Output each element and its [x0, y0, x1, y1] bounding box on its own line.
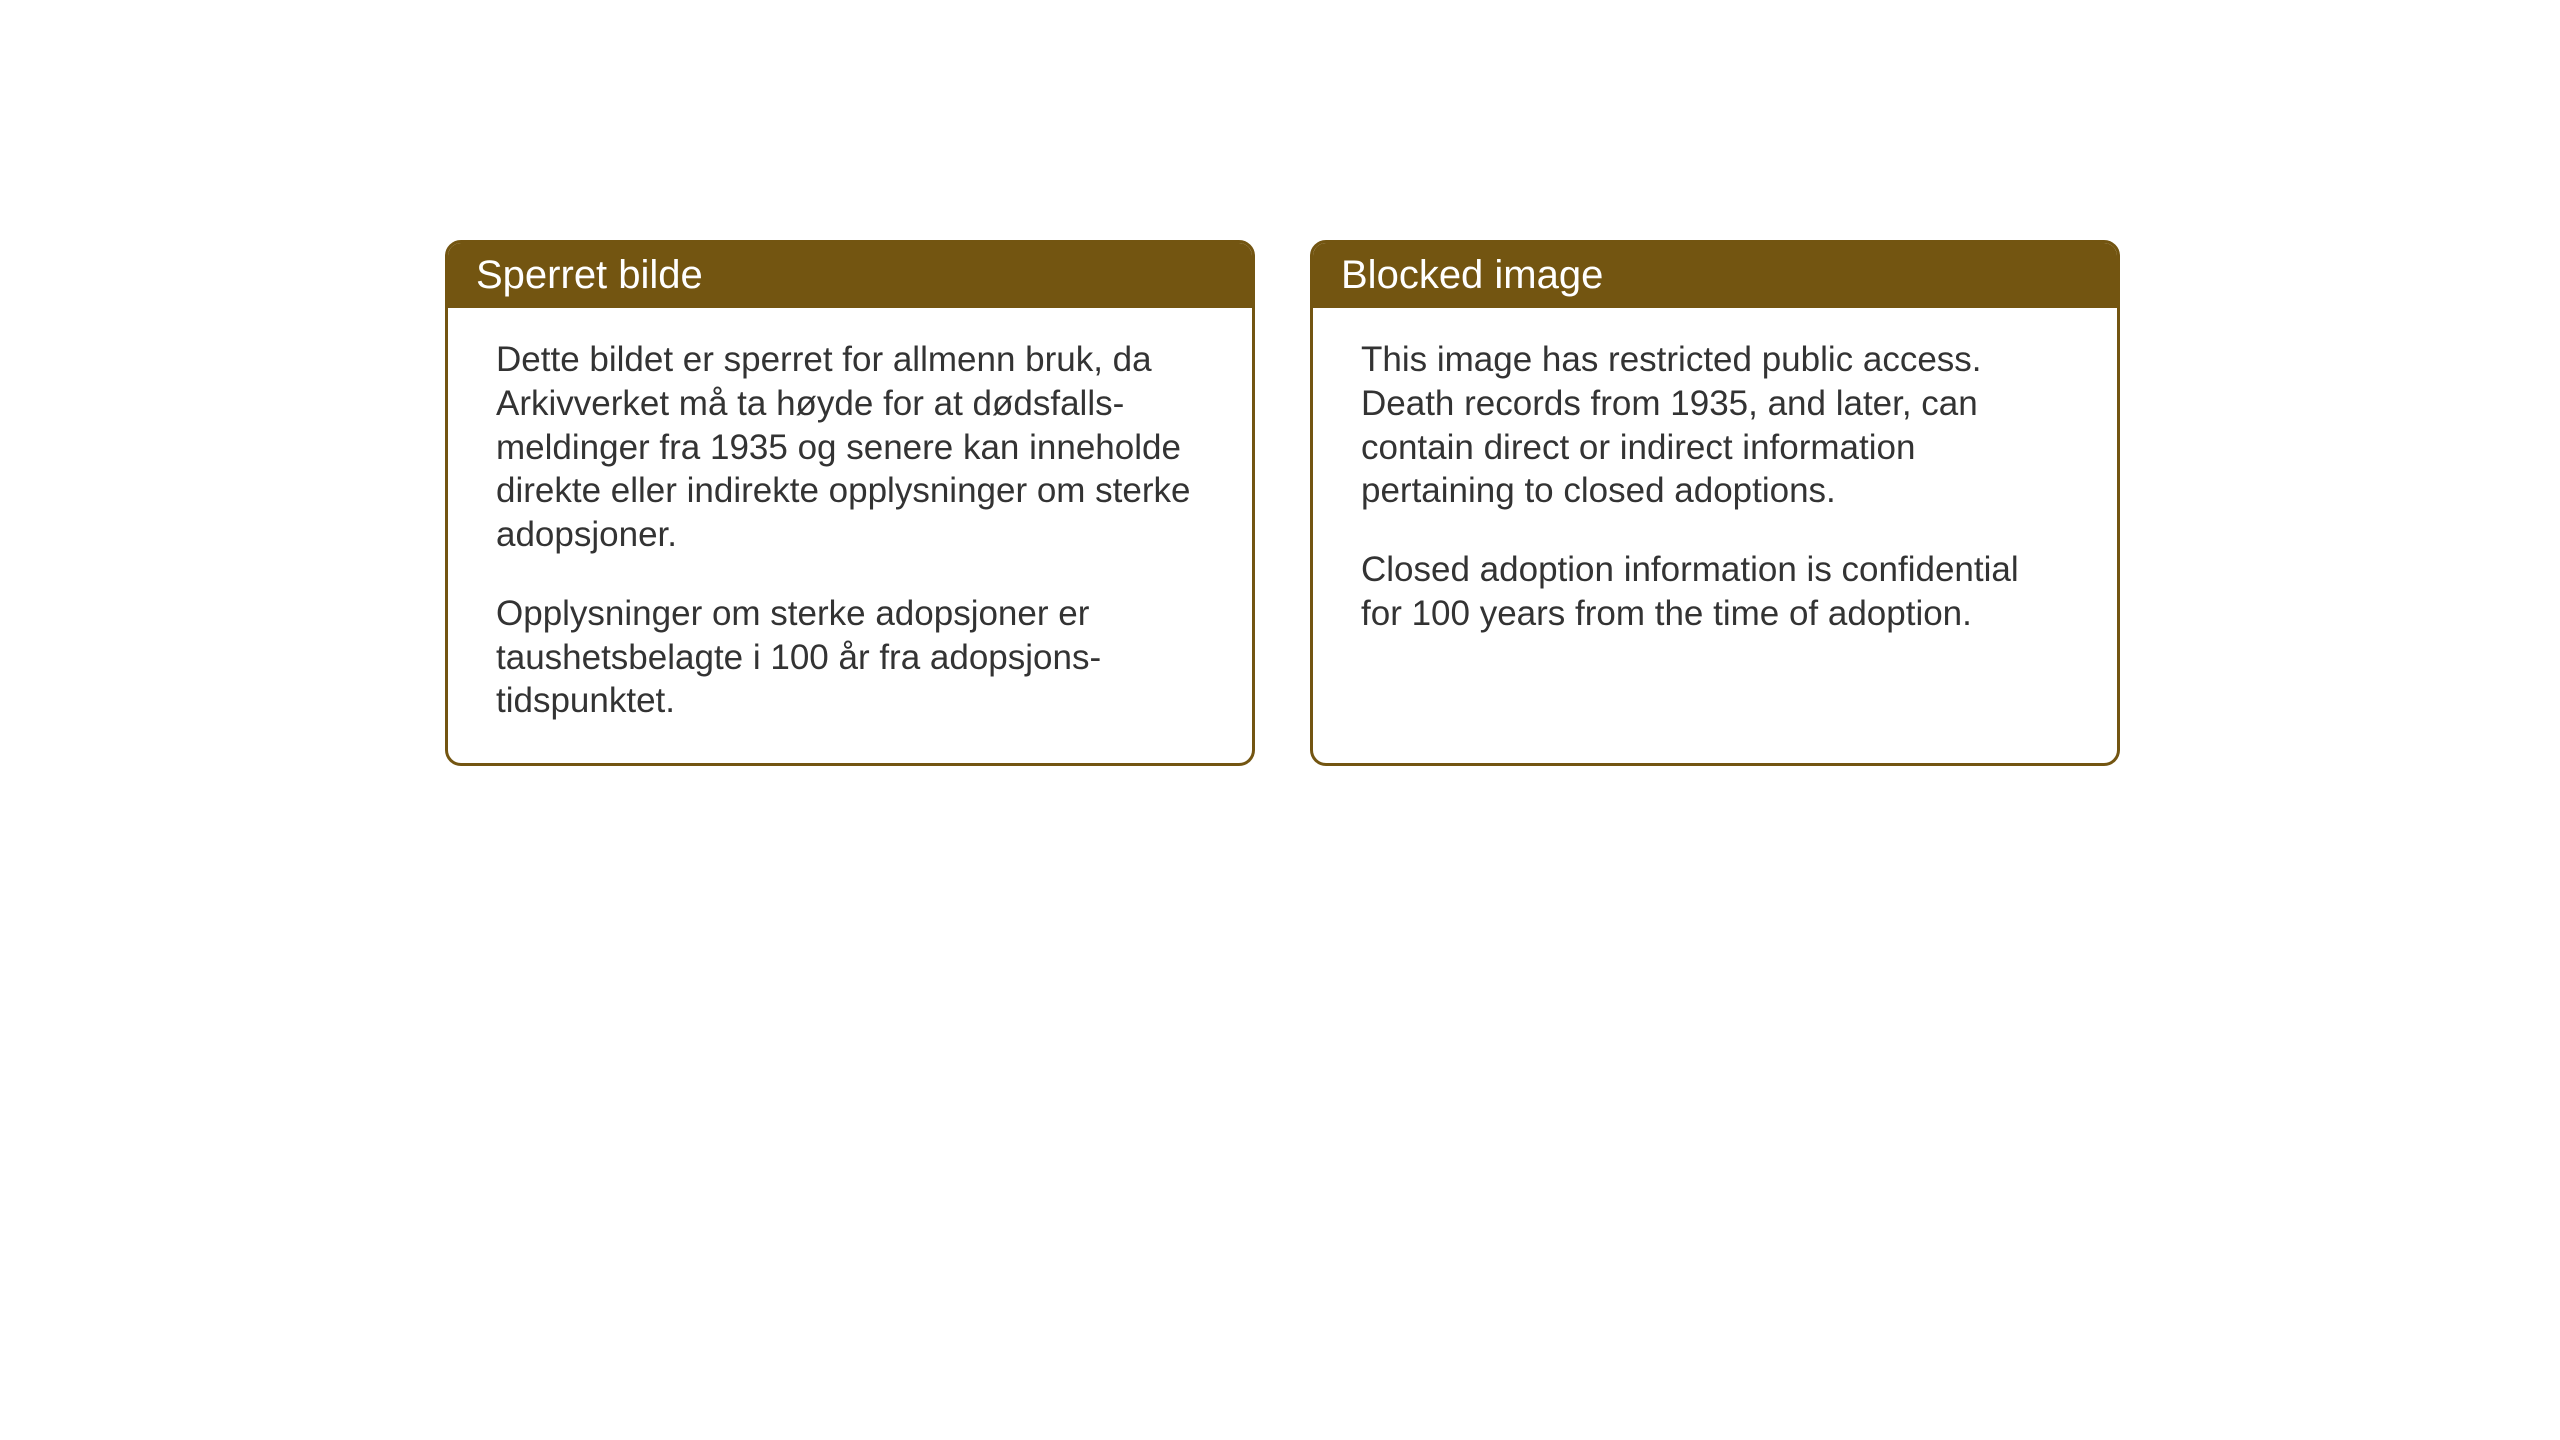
notice-paragraph-1-norwegian: Dette bildet er sperret for allmenn bruk…	[496, 338, 1204, 557]
notice-box-norwegian: Sperret bilde Dette bildet er sperret fo…	[445, 240, 1255, 766]
notice-paragraph-2-english: Closed adoption information is confident…	[1361, 548, 2069, 636]
notice-paragraph-2-norwegian: Opplysninger om sterke adopsjoner er tau…	[496, 592, 1204, 723]
notice-body-norwegian: Dette bildet er sperret for allmenn bruk…	[448, 308, 1252, 763]
notices-container: Sperret bilde Dette bildet er sperret fo…	[445, 240, 2120, 766]
notice-paragraph-1-english: This image has restricted public access.…	[1361, 338, 2069, 513]
notice-header-english: Blocked image	[1313, 243, 2117, 308]
notice-body-english: This image has restricted public access.…	[1313, 308, 2117, 676]
notice-box-english: Blocked image This image has restricted …	[1310, 240, 2120, 766]
notice-header-norwegian: Sperret bilde	[448, 243, 1252, 308]
